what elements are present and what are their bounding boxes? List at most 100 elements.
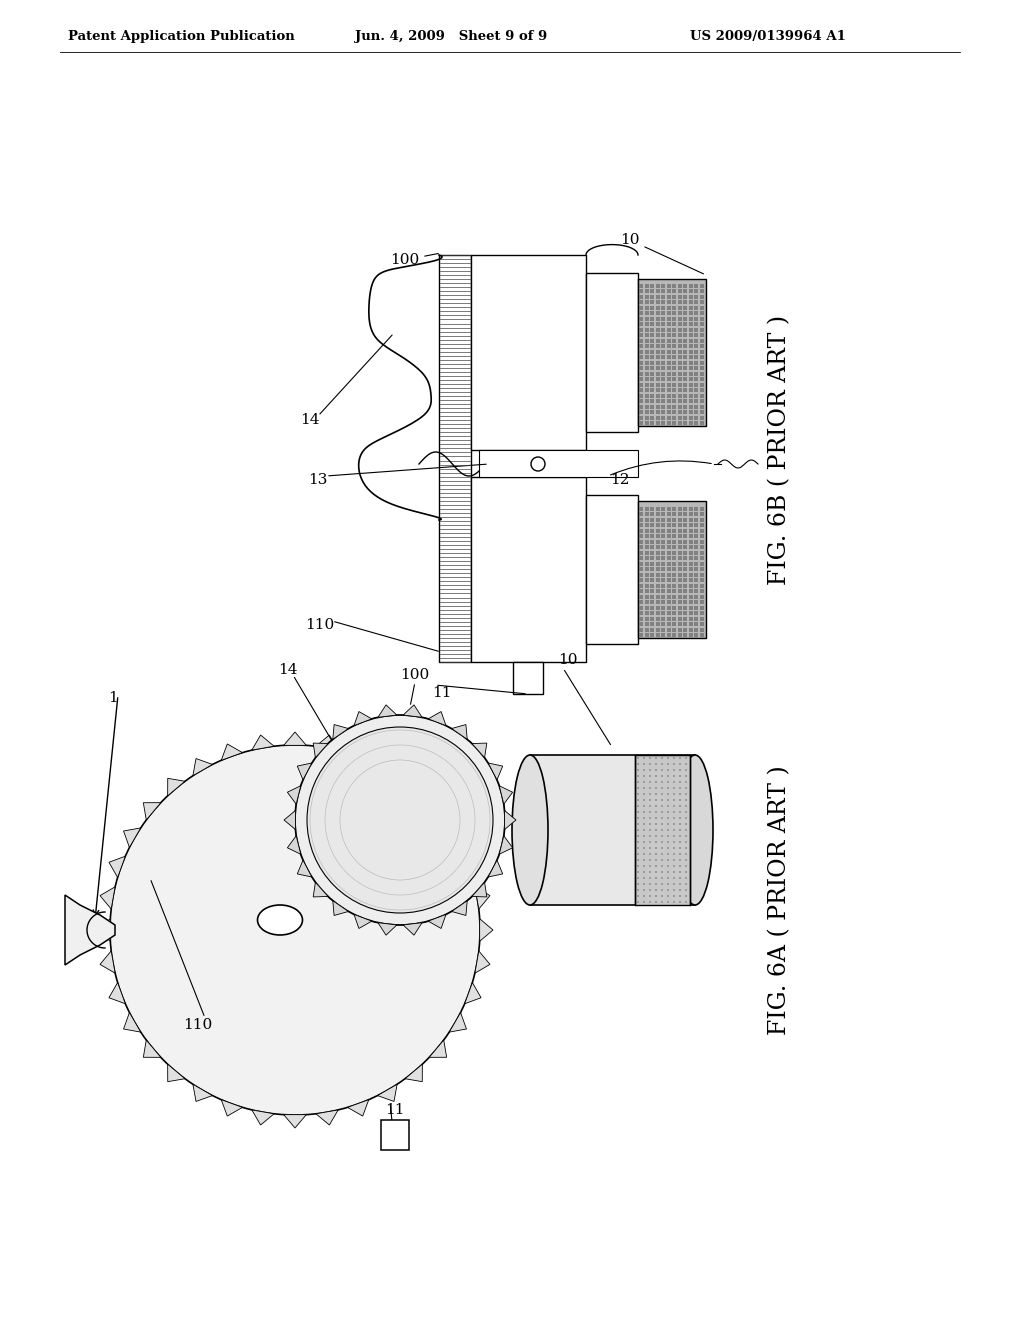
Text: 13: 13	[308, 473, 328, 487]
Polygon shape	[221, 744, 243, 760]
Bar	[635, 755, 690, 906]
Circle shape	[307, 727, 493, 913]
Polygon shape	[500, 785, 513, 804]
Polygon shape	[347, 1100, 369, 1115]
Text: FIG. 6B ( PRIOR ART ): FIG. 6B ( PRIOR ART )	[768, 315, 792, 585]
Polygon shape	[193, 759, 212, 776]
Bar	[586, 273, 638, 432]
Polygon shape	[354, 915, 372, 928]
Polygon shape	[168, 779, 185, 796]
Polygon shape	[488, 763, 503, 780]
Polygon shape	[465, 982, 481, 1003]
Polygon shape	[378, 705, 397, 717]
Polygon shape	[452, 900, 467, 916]
Bar	[479, 450, 638, 477]
Polygon shape	[378, 759, 397, 776]
Polygon shape	[378, 1084, 397, 1101]
Polygon shape	[450, 1012, 467, 1032]
Bar	[381, 1119, 409, 1150]
Polygon shape	[354, 711, 372, 726]
Text: 14: 14	[278, 663, 298, 677]
Polygon shape	[284, 733, 306, 746]
Polygon shape	[284, 1114, 306, 1129]
Text: 14: 14	[300, 413, 319, 426]
Polygon shape	[297, 861, 312, 876]
Polygon shape	[288, 785, 301, 804]
Polygon shape	[143, 1040, 161, 1057]
Polygon shape	[193, 1084, 212, 1101]
Polygon shape	[65, 895, 115, 965]
Polygon shape	[100, 950, 115, 973]
Polygon shape	[313, 882, 328, 896]
Circle shape	[531, 457, 545, 471]
Polygon shape	[347, 744, 369, 760]
Text: 100: 100	[400, 668, 429, 682]
Polygon shape	[316, 735, 338, 750]
Bar	[513, 663, 543, 694]
Bar	[638, 279, 706, 426]
Polygon shape	[429, 1040, 446, 1057]
Polygon shape	[429, 803, 446, 820]
Polygon shape	[428, 915, 446, 928]
Polygon shape	[472, 743, 486, 758]
Polygon shape	[428, 711, 446, 726]
Circle shape	[295, 715, 505, 925]
Polygon shape	[333, 900, 348, 916]
Text: 10: 10	[558, 653, 578, 667]
Bar	[439, 255, 471, 663]
Polygon shape	[488, 861, 503, 876]
Polygon shape	[406, 1064, 422, 1081]
Polygon shape	[288, 836, 301, 854]
Bar	[471, 477, 586, 663]
Ellipse shape	[677, 755, 713, 906]
Polygon shape	[124, 828, 140, 847]
Polygon shape	[406, 779, 422, 796]
Polygon shape	[221, 1100, 243, 1115]
Polygon shape	[100, 887, 115, 909]
Polygon shape	[452, 725, 467, 739]
Polygon shape	[124, 1012, 140, 1032]
Polygon shape	[378, 923, 397, 935]
Ellipse shape	[512, 755, 548, 906]
Bar	[586, 495, 638, 644]
Polygon shape	[450, 828, 467, 847]
Polygon shape	[475, 950, 490, 973]
Text: Jun. 4, 2009   Sheet 9 of 9: Jun. 4, 2009 Sheet 9 of 9	[355, 30, 547, 44]
Polygon shape	[97, 919, 111, 941]
Polygon shape	[313, 743, 328, 758]
Bar	[530, 755, 695, 906]
Text: FIG. 6A ( PRIOR ART ): FIG. 6A ( PRIOR ART )	[768, 766, 792, 1035]
Polygon shape	[109, 857, 125, 878]
Polygon shape	[500, 836, 513, 854]
Polygon shape	[505, 810, 516, 829]
Polygon shape	[297, 763, 312, 780]
Text: 12: 12	[610, 473, 630, 487]
Text: 10: 10	[620, 234, 703, 273]
Polygon shape	[479, 919, 493, 941]
Circle shape	[110, 744, 480, 1115]
Polygon shape	[403, 923, 422, 935]
Polygon shape	[465, 857, 481, 878]
Polygon shape	[403, 705, 422, 717]
Polygon shape	[168, 1064, 185, 1081]
Bar	[471, 255, 586, 450]
Text: 100: 100	[390, 253, 438, 267]
Polygon shape	[472, 882, 486, 896]
Text: 11: 11	[385, 1104, 404, 1117]
Polygon shape	[316, 1110, 338, 1125]
Polygon shape	[475, 887, 490, 909]
Polygon shape	[252, 1110, 274, 1125]
Polygon shape	[284, 810, 296, 829]
Polygon shape	[252, 735, 274, 750]
Polygon shape	[143, 803, 161, 820]
Bar	[638, 502, 706, 638]
Text: 1: 1	[108, 690, 118, 705]
Text: 11: 11	[432, 686, 452, 700]
Text: Patent Application Publication: Patent Application Publication	[68, 30, 295, 44]
Text: US 2009/0139964 A1: US 2009/0139964 A1	[690, 30, 846, 44]
Text: 110: 110	[305, 618, 334, 632]
Text: 110: 110	[183, 1018, 212, 1032]
Ellipse shape	[257, 906, 302, 935]
Polygon shape	[109, 982, 125, 1003]
Polygon shape	[333, 725, 348, 739]
